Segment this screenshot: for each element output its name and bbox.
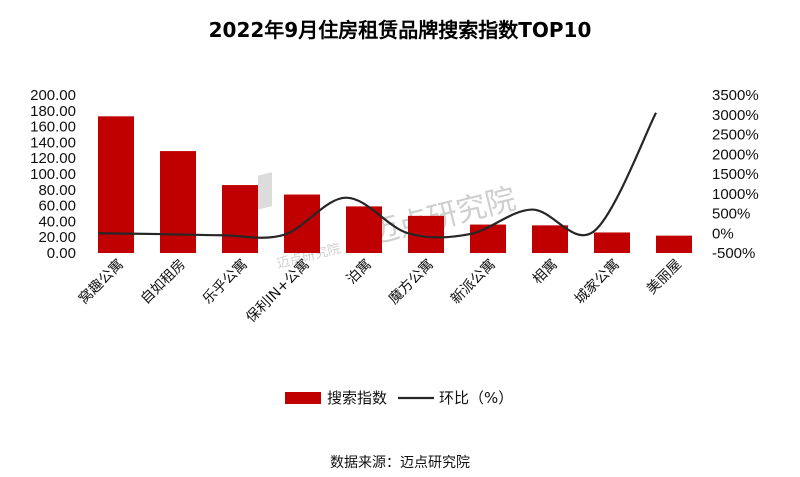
source-note: 数据来源：迈点研究院 bbox=[330, 455, 470, 471]
bar bbox=[160, 151, 196, 253]
right-tick-label: -500% bbox=[712, 245, 755, 262]
left-tick-label: 140.00 bbox=[30, 134, 76, 151]
category-label: 泊寓 bbox=[343, 256, 375, 288]
left-tick-label: 40.00 bbox=[38, 213, 76, 230]
watermark-logo bbox=[258, 172, 272, 210]
left-axis: 0.0020.0040.0060.0080.00100.00120.00140.… bbox=[30, 87, 76, 262]
category-label: 乐乎公寓 bbox=[199, 256, 251, 308]
legend-bar-swatch bbox=[285, 392, 321, 404]
category-label: 城家公寓 bbox=[571, 256, 623, 308]
bar-series bbox=[98, 116, 692, 253]
category-label: 魔方公寓 bbox=[385, 256, 437, 308]
legend: 搜索指数 环比（%） bbox=[285, 389, 513, 407]
right-axis: -500% 0% 500% 1000% 1500% 2000% 2500% 3000% 3500… bbox=[712, 87, 759, 262]
bar bbox=[656, 235, 692, 253]
right-tick-label: 0% bbox=[712, 225, 734, 242]
bar bbox=[98, 116, 134, 253]
category-label: 相寓 bbox=[529, 256, 561, 288]
right-tick-label: 1000% bbox=[712, 186, 759, 203]
bar bbox=[594, 232, 630, 253]
bar bbox=[346, 206, 382, 253]
left-tick-label: 60.00 bbox=[38, 198, 76, 215]
category-label: 美丽屋 bbox=[644, 257, 685, 298]
line-series bbox=[97, 112, 657, 239]
right-tick-label: 2500% bbox=[712, 127, 759, 144]
left-tick-label: 100.00 bbox=[30, 166, 76, 183]
right-tick-label: 3500% bbox=[712, 87, 759, 104]
bar bbox=[532, 225, 568, 253]
left-tick-label: 180.00 bbox=[30, 103, 76, 120]
line-path bbox=[97, 112, 657, 239]
category-label: 新派公寓 bbox=[447, 256, 499, 308]
category-label: 自如租房 bbox=[138, 257, 189, 308]
bar bbox=[222, 185, 258, 253]
left-tick-label: 120.00 bbox=[30, 150, 76, 167]
legend-bar-label: 搜索指数 bbox=[327, 389, 387, 407]
right-tick-label: 3000% bbox=[712, 107, 759, 124]
left-tick-label: 20.00 bbox=[38, 229, 76, 246]
left-tick-label: 200.00 bbox=[30, 87, 76, 104]
left-tick-label: 0.00 bbox=[47, 245, 76, 262]
category-label: 窝趣公寓 bbox=[75, 256, 127, 308]
bar bbox=[470, 224, 506, 253]
right-tick-label: 500% bbox=[712, 206, 750, 223]
left-tick-label: 160.00 bbox=[30, 119, 76, 136]
left-tick-label: 80.00 bbox=[38, 182, 76, 199]
right-tick-label: 2000% bbox=[712, 146, 759, 163]
right-tick-label: 1500% bbox=[712, 166, 759, 183]
chart-title: 2022年9月住房租赁品牌搜索指数TOP10 bbox=[208, 18, 592, 42]
legend-line-label: 环比（%） bbox=[439, 389, 513, 407]
